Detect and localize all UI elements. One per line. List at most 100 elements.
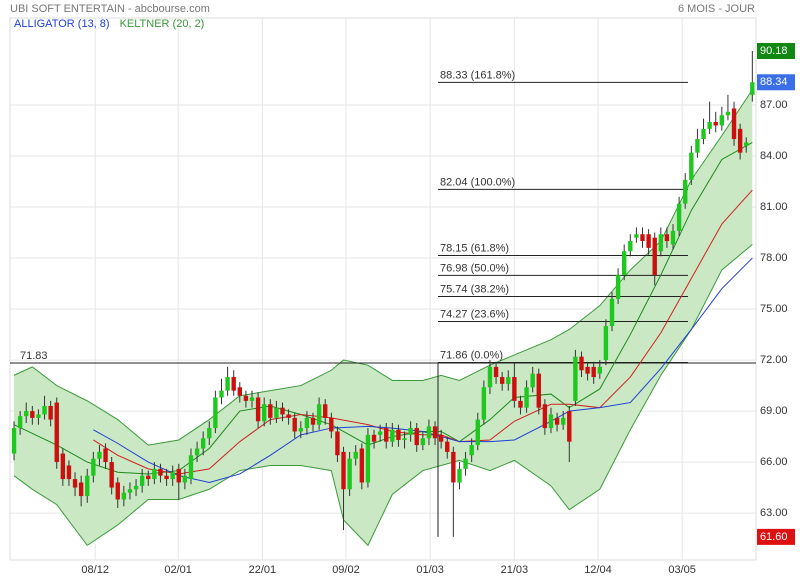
candle-body [274, 407, 279, 418]
candle-body [207, 428, 212, 439]
y-tick-label: 75.00 [760, 303, 788, 315]
candle-body [231, 377, 236, 391]
candle-body [548, 414, 554, 429]
candle-body [54, 402, 59, 463]
candle-body [414, 428, 419, 446]
band-lower [13, 244, 753, 547]
x-tick-label: 02/01 [164, 564, 192, 576]
x-tick-label: 03/05 [668, 564, 696, 576]
candle-body [426, 426, 432, 439]
candle-body [17, 416, 23, 429]
x-tick-label: 08/12 [81, 564, 109, 576]
candle-body [30, 411, 35, 418]
candle-body [48, 405, 53, 420]
candle-body [701, 128, 706, 140]
fib-label: 88.33 (161.8%) [440, 69, 515, 81]
candle-body [115, 482, 120, 500]
candle-body [451, 451, 456, 483]
candle-body [36, 414, 41, 418]
candle-body [573, 356, 578, 401]
candle-body [750, 82, 755, 95]
price-tag [757, 42, 795, 59]
candle-body [640, 234, 645, 242]
x-tick-label: 09/02 [332, 564, 360, 576]
candle-body [402, 438, 407, 440]
candle-body [304, 417, 310, 429]
candle-body [72, 479, 78, 488]
candle-body [609, 298, 615, 327]
candle-body [512, 377, 517, 401]
candle-body [622, 251, 627, 276]
candle-body [213, 397, 218, 429]
candle-body [591, 366, 596, 378]
x-tick-label: 01/03 [416, 564, 444, 576]
candle-body [603, 326, 609, 361]
candle-body [670, 230, 676, 245]
fib-label: 71.86 (0.0%) [440, 349, 503, 361]
candle-body [658, 234, 664, 252]
candle-body [744, 142, 749, 146]
candle-body [127, 489, 133, 493]
y-tick-label: 63.00 [760, 507, 788, 519]
candle-body [518, 400, 523, 408]
candle-body [359, 448, 365, 483]
candle-body [597, 366, 602, 374]
candle-body [152, 468, 157, 480]
candle-body [60, 453, 66, 480]
candle-body [219, 390, 224, 398]
candle-body [91, 458, 96, 476]
candle-body [457, 468, 462, 483]
candle-body [261, 404, 267, 422]
price-tag-label: 61.60 [760, 531, 788, 543]
period: 6 MOIS - JOUR [678, 3, 755, 15]
candle-body [200, 438, 206, 449]
candle-body [719, 115, 725, 126]
candle-body [176, 468, 181, 483]
candle-body [109, 462, 114, 488]
candle-body [432, 426, 438, 439]
fib-label: 75.74 (38.2%) [440, 283, 509, 295]
candle-body [707, 122, 712, 129]
fib-label: 74.27 (23.6%) [440, 308, 509, 320]
candle-body [139, 475, 145, 486]
indicator-line [93, 257, 753, 483]
candle-body [164, 475, 169, 480]
candle-body [347, 458, 352, 490]
candle-body [133, 485, 139, 490]
candle-body [158, 468, 163, 476]
candle-body [341, 451, 346, 490]
candle-body [506, 377, 511, 384]
chart-title: UBI SOFT ENTERTAIN - abcbourse.com [10, 3, 210, 15]
candle-body [579, 356, 584, 371]
y-tick-label: 69.00 [760, 405, 788, 417]
candle-body [243, 395, 249, 401]
candle-body [170, 472, 175, 480]
y-tick-label: 72.00 [760, 354, 788, 366]
candle-body [97, 451, 102, 459]
candle-body [11, 428, 17, 454]
y-tick-label: 87.00 [760, 99, 788, 111]
candle-body [438, 434, 444, 442]
candle-body [316, 404, 322, 425]
candle-body [255, 397, 261, 422]
candle-body [42, 405, 47, 415]
reference-label: 71.83 [20, 350, 48, 362]
candle-body [121, 492, 127, 500]
candle-body [268, 404, 273, 418]
candle-body [188, 455, 194, 480]
candle-body [585, 366, 590, 374]
candle-body [542, 404, 548, 429]
candle-body [713, 122, 718, 126]
candle-body [365, 434, 371, 483]
candle-body [182, 475, 188, 483]
candle-body [481, 387, 487, 420]
candle-body [689, 152, 694, 180]
candle-body [24, 411, 29, 417]
candle-body [78, 482, 84, 497]
candle-body [237, 387, 242, 396]
indicator-line [93, 189, 753, 475]
price-tag-label: 90.18 [760, 45, 788, 57]
candle-body [493, 366, 499, 378]
candle-body [652, 237, 657, 276]
candle-body [664, 234, 670, 242]
